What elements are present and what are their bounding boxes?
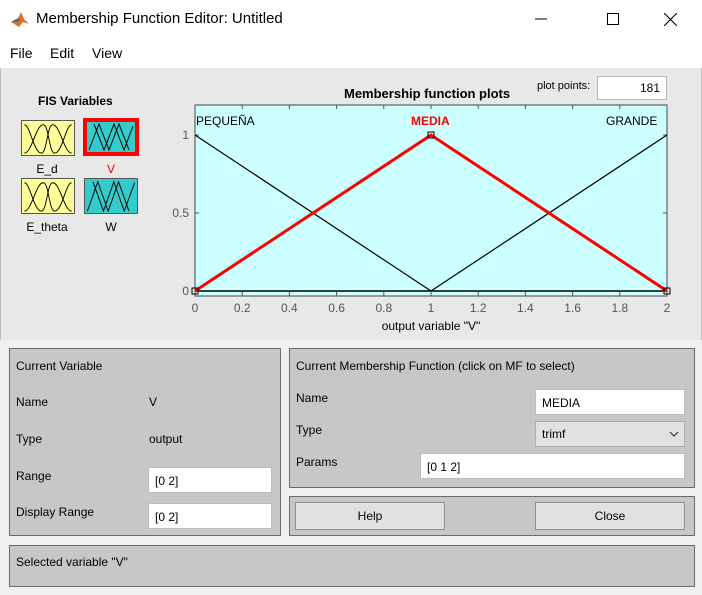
x-tick-label: 1.6 — [564, 301, 581, 315]
help-button[interactable]: Help — [295, 502, 445, 530]
x-tick-label: 0.8 — [375, 301, 392, 315]
variable-label-v: V — [106, 162, 115, 176]
mf-line-media — [194, 133, 668, 293]
window-title: Membership Function Editor: Untitled — [36, 10, 283, 27]
mf-type-value: trimf — [542, 427, 566, 441]
mf-type-select[interactable]: trimf — [535, 421, 685, 447]
x-tick-label: 0.6 — [328, 301, 345, 315]
variable-icon-v[interactable] — [83, 118, 139, 156]
title-bar: Membership Function Editor: Untitled — [0, 0, 702, 38]
plot-background — [194, 104, 668, 297]
maximize-icon — [607, 13, 619, 25]
matlab-icon — [11, 12, 29, 27]
x-tick-label: 1.8 — [611, 301, 628, 315]
mf-vertex-handle — [427, 131, 435, 139]
mf-name-input[interactable]: MEDIA — [535, 389, 685, 415]
minimize-button[interactable] — [518, 0, 564, 38]
var-name-value: V — [149, 395, 158, 409]
close-button[interactable]: Close — [535, 502, 685, 530]
variable-icon-w[interactable] — [84, 178, 138, 214]
variable-icon-e-d[interactable] — [21, 120, 75, 156]
plot-title: Membership function plots — [344, 86, 511, 101]
membership-function-plot[interactable]: 0 0.2 0.4 0.6 0.8 1 1.2 1.4 1.6 1.8 2 0 0.5 1 output v… — [170, 100, 690, 340]
menu-view[interactable]: View — [92, 45, 123, 61]
mf-params-input[interactable]: [0 1 2] — [420, 453, 685, 479]
mf-type-label: Type — [296, 423, 323, 437]
close-window-button[interactable] — [647, 0, 693, 38]
minimize-icon — [535, 18, 547, 20]
menu-edit[interactable]: Edit — [50, 45, 75, 61]
x-tick-label: 0.4 — [281, 301, 298, 315]
x-axis-label: output variable "V" — [382, 319, 481, 333]
variable-icon-e-theta[interactable] — [21, 178, 75, 214]
mf-label-media[interactable]: MEDIA — [411, 114, 450, 128]
fis-variables-title: FIS Variables — [38, 94, 113, 108]
x-tick-label: 0.2 — [234, 301, 251, 315]
status-panel — [9, 545, 695, 587]
var-range-input[interactable]: [0 2] — [148, 467, 272, 493]
x-tick-label: 2 — [664, 301, 671, 315]
var-range-label: Range — [16, 469, 52, 483]
mf-params-label: Params — [296, 455, 338, 469]
chevron-down-icon — [664, 422, 684, 446]
plot-points-input[interactable]: 181 — [597, 76, 667, 100]
variable-label-w: W — [105, 220, 117, 234]
var-display-range-input[interactable]: [0 2] — [148, 503, 272, 529]
mf-label-pequena[interactable]: PEQUEÑA — [196, 114, 255, 128]
variable-label-e-d: E_d — [36, 162, 58, 176]
menu-bar: File Edit View — [0, 38, 702, 68]
current-mf-title: Current Membership Function (click on MF… — [296, 359, 575, 373]
maximize-button[interactable] — [590, 0, 636, 38]
x-tick-label: 1.4 — [517, 301, 534, 315]
var-type-value: output — [149, 432, 183, 446]
y-tick-label: 1 — [182, 128, 189, 142]
y-tick-label: 0 — [182, 284, 189, 298]
current-variable-title: Current Variable — [16, 359, 103, 373]
mf-vertex-handle — [191, 287, 199, 295]
x-tick-label: 1 — [428, 301, 435, 315]
close-icon — [663, 12, 677, 26]
variable-label-e-theta: E_theta — [26, 220, 68, 234]
var-type-label: Type — [16, 432, 43, 446]
var-display-range-label: Display Range — [16, 505, 95, 519]
x-tick-label: 0 — [192, 301, 199, 315]
mf-name-label: Name — [296, 391, 329, 405]
status-text: Selected variable "V" — [16, 555, 128, 569]
mf-vertex-handle — [663, 287, 671, 295]
plot-points-label: plot points: — [537, 80, 591, 92]
menu-file[interactable]: File — [10, 45, 33, 61]
mf-label-grande[interactable]: GRANDE — [606, 114, 658, 128]
var-name-label: Name — [16, 395, 49, 409]
x-tick-label: 1.2 — [470, 301, 487, 315]
y-tick-label: 0.5 — [172, 206, 189, 220]
